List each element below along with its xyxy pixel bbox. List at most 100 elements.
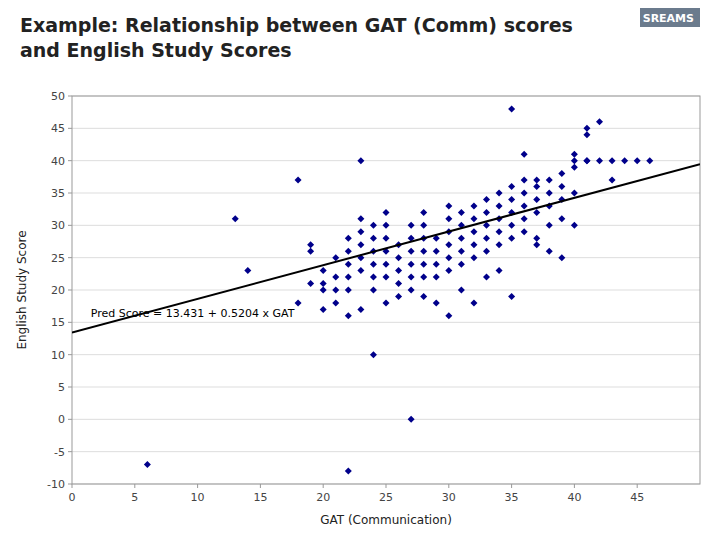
title-line: Example: Relationship between GAT (Comm)…	[20, 14, 573, 36]
y-tick-label: 30	[51, 219, 65, 232]
scatter-point	[383, 299, 390, 306]
scatter-point	[521, 177, 528, 184]
scatter-point	[521, 151, 528, 158]
scatter-point	[370, 222, 377, 229]
scatter-point	[370, 235, 377, 242]
page: {"chart_data": { "type": "scatter", "tit…	[0, 0, 720, 540]
x-tick-label: 20	[316, 491, 330, 504]
scatter-point	[445, 215, 452, 222]
scatter-point	[408, 248, 415, 255]
scatter-point	[533, 183, 540, 190]
scatter-point	[357, 306, 364, 313]
scatter-point	[596, 118, 603, 125]
x-tick	[134, 484, 135, 488]
y-tick	[68, 354, 72, 355]
scatter-point	[345, 468, 352, 475]
marks	[72, 105, 700, 474]
x-tick-label: 35	[505, 491, 519, 504]
y-tick	[68, 290, 72, 291]
scatter-point	[533, 196, 540, 203]
scatter-point	[445, 202, 452, 209]
x-tick	[511, 484, 512, 488]
scatter-point	[470, 215, 477, 222]
scatter-point	[533, 241, 540, 248]
title: Example: Relationship between GAT (Comm)…	[20, 14, 573, 61]
x-tick	[637, 484, 638, 488]
scatter-point	[533, 209, 540, 216]
y-tick	[68, 160, 72, 161]
scatter-point	[420, 222, 427, 229]
scatter-point	[345, 261, 352, 268]
scatter-point	[408, 287, 415, 294]
scatter-point	[357, 241, 364, 248]
scatter-point	[508, 196, 515, 203]
regression-line	[72, 164, 700, 332]
x-tick	[197, 484, 198, 488]
scatter-point	[508, 183, 515, 190]
scatter-point	[583, 125, 590, 132]
grid-line-y	[72, 387, 700, 388]
plot-frame	[72, 96, 700, 484]
x-tick	[448, 484, 449, 488]
scatter-point	[634, 157, 641, 164]
scatter-point	[470, 228, 477, 235]
scatter-point	[320, 267, 327, 274]
scatter-point	[521, 202, 528, 209]
scatter-point	[508, 222, 515, 229]
x-tick-label: 0	[69, 491, 76, 504]
background	[0, 0, 720, 540]
scatter-point	[345, 287, 352, 294]
scatter-point	[383, 209, 390, 216]
scatter-point	[558, 183, 565, 190]
scatter-point	[483, 196, 490, 203]
scatter-point	[345, 312, 352, 319]
scatter-point	[546, 177, 553, 184]
y-tick	[68, 96, 72, 97]
y-tick	[68, 128, 72, 129]
scatter-point	[571, 151, 578, 158]
scatter-point	[320, 287, 327, 294]
scatter-point	[558, 170, 565, 177]
scatter-point	[332, 254, 339, 261]
scatter-point	[445, 267, 452, 274]
scatter-point	[420, 261, 427, 268]
scatter-point	[458, 287, 465, 294]
scatter-point	[345, 274, 352, 281]
scatter-point	[307, 241, 314, 248]
y-tick	[68, 322, 72, 323]
title-line: and English Study Scores	[20, 39, 292, 61]
scatter-point	[420, 293, 427, 300]
scatter-point	[383, 261, 390, 268]
y-tick-label: 25	[51, 252, 65, 265]
scatter-point	[320, 280, 327, 287]
y-tick-label: 50	[51, 90, 65, 103]
scatter-point	[420, 209, 427, 216]
grid-line-y	[72, 419, 700, 420]
axes: 051015202530354045-10-505101520253035404…	[47, 90, 644, 504]
scatter-point	[307, 248, 314, 255]
scatter-point	[583, 131, 590, 138]
x-tick-label: 30	[442, 491, 456, 504]
y-tick	[68, 451, 72, 452]
y-tick-label: 10	[51, 349, 65, 362]
scatter-point	[332, 287, 339, 294]
x-tick-label: 40	[567, 491, 581, 504]
scatter-point	[445, 241, 452, 248]
x-tick	[72, 484, 73, 488]
y-tick	[68, 419, 72, 420]
y-tick	[68, 193, 72, 194]
scatter-point	[345, 248, 352, 255]
scatter-point	[395, 267, 402, 274]
badge: SREAMS	[640, 8, 700, 27]
scatter-point	[496, 241, 503, 248]
scatter-point	[244, 267, 251, 274]
scatter-point	[420, 274, 427, 281]
scatter-point	[395, 254, 402, 261]
y-tick-label: 35	[51, 187, 65, 200]
y-tick-label: 20	[51, 284, 65, 297]
scatter-point	[345, 235, 352, 242]
scatter-point	[295, 177, 302, 184]
scatter-point	[408, 222, 415, 229]
scatter-point	[307, 280, 314, 287]
y-tick-label: -5	[54, 446, 65, 459]
